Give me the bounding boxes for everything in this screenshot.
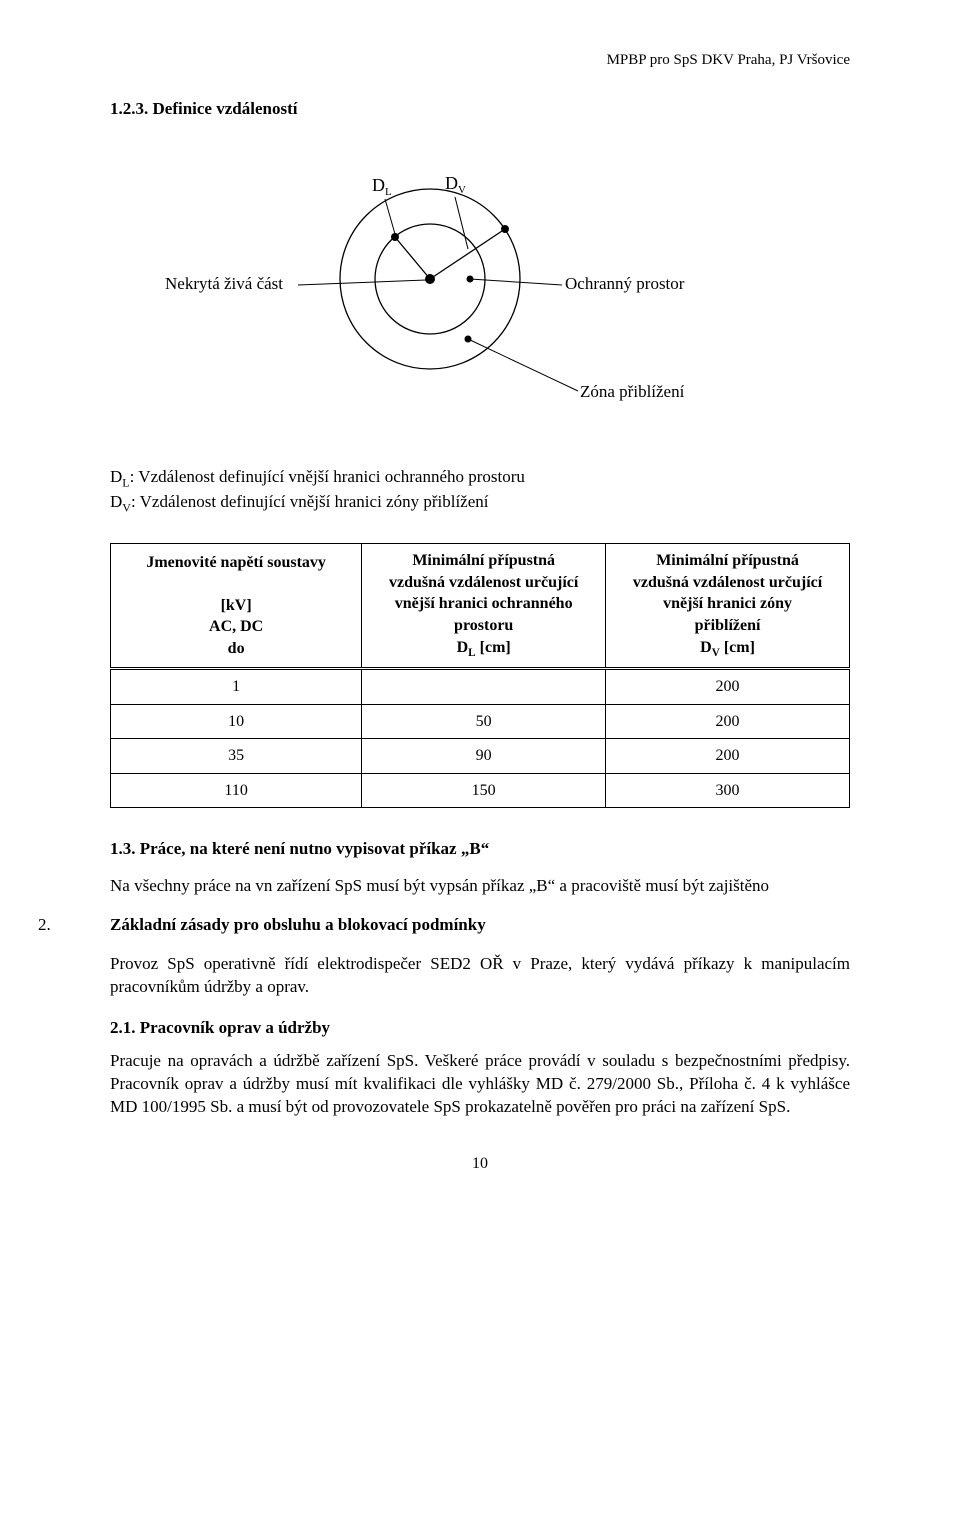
def-dv-text: : Vzdálenost definující vnější hranici z… xyxy=(131,492,489,511)
dv-radius-line xyxy=(430,229,505,279)
dv-label: DV xyxy=(445,173,466,196)
para-1-3: Na všechny práce na vn zařízení SpS musí… xyxy=(110,875,850,898)
heading-2-1: 2.1. Pracovník oprav a údržby xyxy=(110,1017,850,1040)
running-header: MPBP pro SpS DKV Praha, PJ Vršovice xyxy=(110,50,850,70)
def-dl-sym: D xyxy=(110,467,122,486)
table-row: 110 150 300 xyxy=(111,773,850,808)
bottom-dot xyxy=(465,336,472,343)
heading-1-3: 1.3. Práce, na které není nutno vypisova… xyxy=(110,838,850,861)
dl-radius-line xyxy=(395,237,430,279)
zona-label: Zóna přiblížení xyxy=(580,382,685,401)
def-dv-sym: D xyxy=(110,492,122,511)
right-dot xyxy=(467,276,474,283)
th-col3: Minimální přípustná vzdušná vzdálenost u… xyxy=(606,544,850,669)
distance-diagram: DL DV Nekrytá živá část Ochranný prostor… xyxy=(110,139,850,446)
page-number: 10 xyxy=(110,1153,850,1175)
table-row: 1 200 xyxy=(111,668,850,704)
def-dl-text: : Vzdálenost definující vnější hranici o… xyxy=(130,467,525,486)
dl-dot xyxy=(391,233,399,241)
dv-pointer xyxy=(455,197,468,249)
def-dv-sub: V xyxy=(122,500,131,514)
bottom-pointer xyxy=(468,339,578,391)
heading-2: 2.Základní zásady pro obsluhu a blokovac… xyxy=(110,914,850,937)
distance-table: Jmenovité napětí soustavy [kV] AC, DC do… xyxy=(110,543,850,808)
heading-1-2-3: 1.2.3. Definice vzdáleností xyxy=(110,98,850,121)
table-row: 10 50 200 xyxy=(111,704,850,739)
ochranny-label: Ochranný prostor xyxy=(565,274,685,293)
left-pointer xyxy=(298,280,426,285)
table-row: 35 90 200 xyxy=(111,739,850,774)
dv-dot xyxy=(501,225,509,233)
right-pointer xyxy=(470,279,562,285)
th-col1: Jmenovité napětí soustavy [kV] AC, DC do xyxy=(111,544,362,669)
th-col2: Minimální přípustná vzdušná vzdálenost u… xyxy=(362,544,606,669)
nekryta-label: Nekrytá živá část xyxy=(165,274,283,293)
dl-pointer xyxy=(385,199,395,234)
distance-definitions: DL: Vzdálenost definující vnější hranici… xyxy=(110,466,850,515)
para-2-1: Pracuje na opravách a údržbě zařízení Sp… xyxy=(110,1050,850,1119)
def-dl-sub: L xyxy=(122,476,129,490)
dl-label: DL xyxy=(372,175,392,198)
para-2: Provoz SpS operativně řídí elektrodispeč… xyxy=(110,953,850,999)
